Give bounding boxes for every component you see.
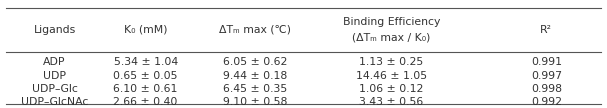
Text: 0.997: 0.997 bbox=[531, 71, 562, 81]
Text: UDP–Glc: UDP–Glc bbox=[32, 84, 78, 94]
Text: K₀ (mM): K₀ (mM) bbox=[124, 25, 168, 35]
Text: 3.43 ± 0.56: 3.43 ± 0.56 bbox=[359, 97, 424, 106]
Text: 5.34 ± 1.04: 5.34 ± 1.04 bbox=[114, 57, 178, 67]
Text: 0.998: 0.998 bbox=[531, 84, 562, 94]
Text: 14.46 ± 1.05: 14.46 ± 1.05 bbox=[356, 71, 427, 81]
Text: 1.13 ± 0.25: 1.13 ± 0.25 bbox=[359, 57, 424, 67]
Text: Ligands: Ligands bbox=[33, 25, 76, 35]
Text: R²: R² bbox=[540, 25, 552, 35]
Text: 9.44 ± 0.18: 9.44 ± 0.18 bbox=[223, 71, 287, 81]
Text: 1.06 ± 0.12: 1.06 ± 0.12 bbox=[359, 84, 424, 94]
Text: UDP–GlcNAc: UDP–GlcNAc bbox=[21, 97, 88, 106]
Text: UDP: UDP bbox=[43, 71, 66, 81]
Text: 6.05 ± 0.62: 6.05 ± 0.62 bbox=[223, 57, 287, 67]
Text: 0.65 ± 0.05: 0.65 ± 0.05 bbox=[114, 71, 178, 81]
Text: 9.10 ± 0.58: 9.10 ± 0.58 bbox=[223, 97, 287, 106]
Text: ΔTₘ max (℃): ΔTₘ max (℃) bbox=[219, 25, 291, 35]
Text: (ΔTₘ max / K₀): (ΔTₘ max / K₀) bbox=[352, 32, 431, 42]
Text: 2.66 ± 0.40: 2.66 ± 0.40 bbox=[114, 97, 178, 106]
Text: ADP: ADP bbox=[43, 57, 66, 67]
Text: Binding Efficiency: Binding Efficiency bbox=[343, 17, 440, 27]
Text: 6.10 ± 0.61: 6.10 ± 0.61 bbox=[114, 84, 178, 94]
Text: 0.991: 0.991 bbox=[531, 57, 562, 67]
Text: 0.992: 0.992 bbox=[531, 97, 562, 106]
Text: 6.45 ± 0.35: 6.45 ± 0.35 bbox=[223, 84, 287, 94]
